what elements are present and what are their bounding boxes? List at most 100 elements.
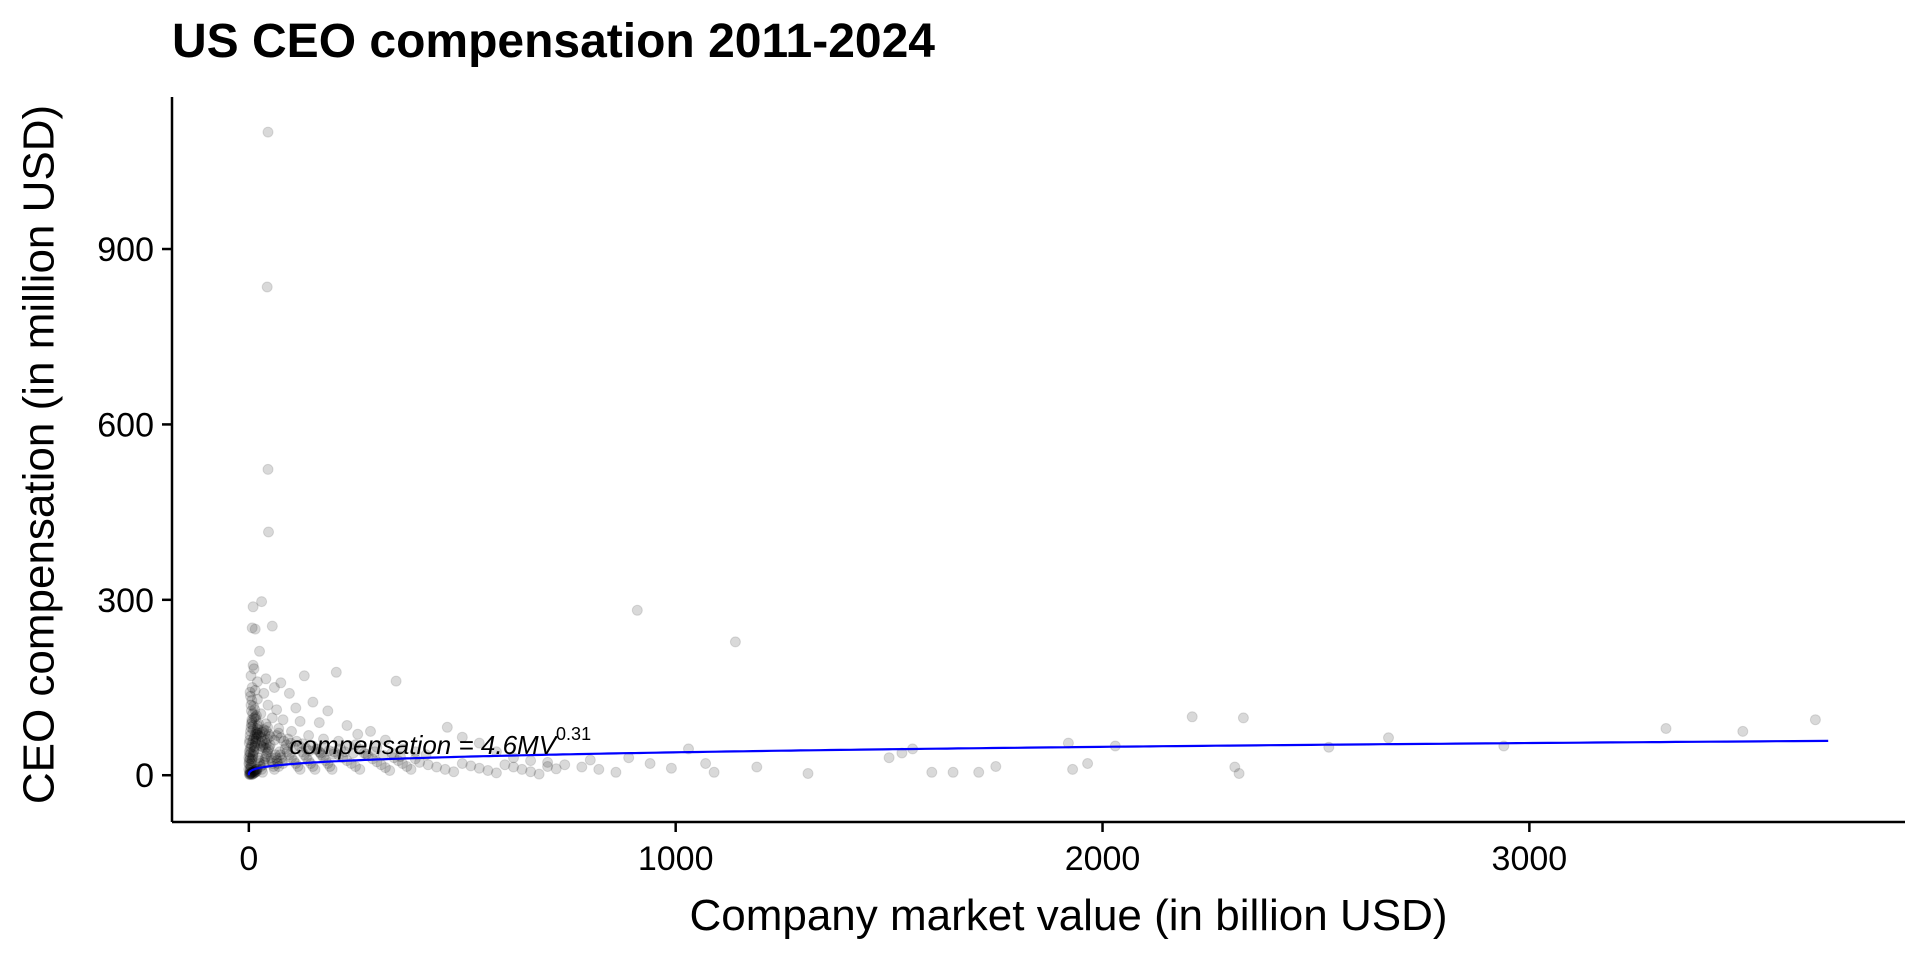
data-point: [245, 690, 256, 702]
data-point: [318, 733, 329, 745]
data-point: [365, 725, 376, 737]
data-point: [243, 746, 255, 758]
x-ticks: 0 1000 2000 3000: [239, 822, 1567, 878]
data-point: [401, 761, 413, 772]
y-tick-label: 900: [97, 231, 154, 269]
annotation-prefix: compensation = 4.6: [289, 730, 517, 760]
data-point: [260, 718, 272, 730]
data-point: [303, 730, 315, 741]
data-point: [275, 752, 287, 764]
data-point: [255, 708, 267, 720]
fit-line: [247, 739, 1829, 776]
data-point: [278, 735, 290, 747]
data-point: [250, 733, 262, 745]
data-point: [251, 710, 262, 722]
data-point: [247, 601, 259, 613]
data-point: [1383, 732, 1394, 744]
data-point: [729, 636, 741, 648]
data-point: [249, 728, 261, 740]
data-point: [259, 734, 271, 746]
data-point: [499, 759, 511, 771]
fit-equation-annotation: compensation = 4.6MV0.31: [289, 724, 591, 760]
data-point: [249, 704, 261, 716]
data-point: [926, 766, 938, 778]
data-point: [883, 752, 895, 764]
data-point: [293, 740, 305, 752]
data-point: [1082, 758, 1094, 769]
data-point: [251, 693, 263, 705]
data-point: [422, 759, 434, 771]
data-point: [258, 687, 270, 699]
data-point: [263, 526, 274, 538]
data-point: [248, 733, 259, 745]
data-point: [255, 740, 267, 752]
data-point: [254, 743, 265, 755]
data-point: [245, 768, 257, 779]
data-point: [249, 740, 261, 752]
data-point: [310, 744, 322, 755]
data-point: [248, 700, 259, 712]
data-point: [246, 694, 258, 706]
data-point: [287, 741, 299, 753]
data-point: [576, 761, 588, 773]
data-point: [262, 746, 274, 758]
data-point: [1186, 711, 1198, 723]
data-point: [270, 752, 282, 764]
data-point: [328, 746, 340, 758]
data-point: [525, 766, 537, 778]
data-point: [246, 715, 258, 727]
y-axis-title: CEO compensation (in million USD): [15, 105, 64, 804]
data-point: [244, 743, 256, 755]
data-point: [384, 765, 396, 776]
data-point: [260, 725, 272, 737]
data-point: [253, 730, 265, 741]
data-point: [584, 754, 596, 766]
x-axis-title: Company market value (in billion USD): [689, 891, 1447, 940]
data-point: [1233, 768, 1245, 779]
data-point: [244, 686, 256, 698]
data-point: [275, 732, 287, 744]
data-point: [508, 761, 519, 773]
data-point: [473, 737, 485, 749]
data-point: [343, 740, 355, 752]
data-point: [260, 673, 272, 685]
data-point: [313, 746, 325, 758]
data-point: [250, 735, 262, 747]
data-point: [261, 748, 273, 760]
data-point: [327, 748, 339, 760]
data-point: [542, 756, 554, 768]
data-point: [358, 747, 370, 759]
data-point: [254, 737, 266, 749]
data-point: [282, 733, 294, 745]
data-point: [516, 763, 528, 775]
data-point: [273, 723, 285, 734]
data-point: [245, 718, 257, 730]
data-point: [258, 724, 270, 736]
data-point: [261, 281, 273, 293]
data-point: [390, 675, 402, 687]
data-point: [246, 622, 258, 634]
data-point: [313, 717, 325, 729]
y-tick-label: 0: [135, 757, 154, 795]
data-point: [283, 687, 295, 699]
data-point: [255, 731, 267, 743]
data-point: [247, 708, 259, 720]
data-point: [260, 742, 271, 754]
data-point: [441, 721, 453, 733]
data-point: [245, 699, 257, 711]
data-point: [243, 752, 255, 764]
data-point: [610, 766, 622, 778]
data-point: [245, 747, 256, 759]
data-point: [319, 741, 331, 753]
data-point: [252, 720, 264, 732]
data-point: [245, 741, 257, 753]
data-point: [277, 714, 289, 726]
data-point: [246, 714, 258, 726]
data-point: [947, 766, 959, 778]
data-point: [254, 727, 266, 739]
data-point: [286, 752, 297, 764]
data-point: [252, 724, 264, 736]
data-point: [248, 745, 260, 757]
data-point: [341, 720, 353, 731]
